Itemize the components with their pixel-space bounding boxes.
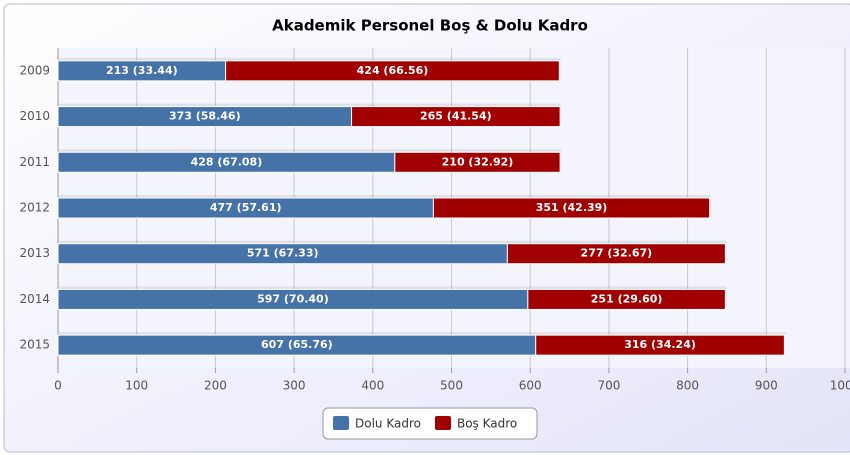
- x-tick-label: 500: [440, 379, 463, 393]
- data-label: 351 (42.39): [536, 201, 608, 214]
- data-label: 316 (34.24): [624, 338, 696, 351]
- data-label: 213 (33.44): [106, 64, 178, 77]
- legend-box: [322, 407, 538, 440]
- bar: [351, 106, 561, 128]
- x-tick-label: 300: [283, 379, 306, 393]
- y-tick-label: 2013: [19, 246, 50, 260]
- y-tick-label: 2011: [19, 155, 50, 169]
- legend-label: Dolu Kadro: [355, 417, 421, 431]
- bar: [432, 197, 711, 219]
- bar: [225, 60, 560, 82]
- x-tick-label: 0: [54, 379, 62, 393]
- y-tick-label: 2009: [19, 63, 50, 77]
- x-tick-label: 1000: [830, 379, 850, 393]
- x-tick-label: 200: [204, 379, 227, 393]
- bar: [394, 151, 561, 173]
- data-label: 597 (70.40): [257, 292, 329, 305]
- data-label: 210 (32.92): [442, 155, 514, 168]
- chart-title: Akademik Personel Boş & Dolu Kadro: [272, 17, 588, 35]
- bar: [506, 243, 726, 265]
- legend-swatch: [434, 416, 451, 430]
- data-label: 424 (66.56): [357, 64, 429, 77]
- y-tick-label: 2015: [19, 338, 50, 352]
- legend-label: Boş Kadro: [457, 417, 517, 431]
- bar: [527, 288, 726, 310]
- x-tick-label: 900: [755, 379, 778, 393]
- bars: 213 (33.44) 424 (66.56) 373 (58.46) 265 (41…: [57, 57, 786, 356]
- x-tick-label: 700: [597, 379, 620, 393]
- legend-swatch: [333, 416, 349, 430]
- y-tick-label: 2010: [19, 109, 50, 123]
- x-tick-label: 100: [125, 379, 148, 393]
- data-label: 277 (32.67): [581, 247, 653, 260]
- data-label: 428 (67.08): [191, 155, 263, 168]
- legend: Dolu Kadro Boş Kadro: [322, 407, 538, 440]
- data-label: 251 (29.60): [591, 292, 663, 305]
- y-tick-label: 2014: [19, 292, 50, 306]
- bar: [535, 334, 785, 356]
- y-tick-label: 2012: [19, 201, 50, 215]
- data-label: 571 (67.33): [247, 247, 319, 260]
- data-label: 265 (41.54): [420, 110, 492, 123]
- data-label: 477 (57.61): [210, 201, 282, 214]
- data-label: 607 (65.76): [261, 338, 333, 351]
- x-tick-label: 400: [361, 379, 384, 393]
- x-tick-label: 800: [676, 379, 699, 393]
- data-label: 373 (58.46): [169, 110, 241, 123]
- x-tick-label: 600: [519, 379, 542, 393]
